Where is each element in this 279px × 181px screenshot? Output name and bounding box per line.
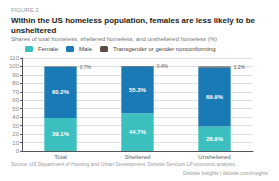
svg-text:70: 70 [12,89,19,95]
svg-text:60.2%: 60.2% [52,89,70,95]
svg-text:20: 20 [12,131,19,137]
svg-text:1.2%: 1.2% [234,64,246,70]
svg-text:100: 100 [9,63,20,69]
svg-text:Total: Total [54,154,67,160]
svg-text:44.7%: 44.7% [129,129,147,135]
svg-text:Male: Male [79,46,93,52]
svg-text:55.3%: 55.3% [129,87,147,93]
svg-text:69.9%: 69.9% [206,94,224,100]
svg-text:60: 60 [12,97,19,103]
svg-text:80: 80 [12,80,19,86]
svg-text:Unsheltered: Unsheltered [198,154,230,160]
svg-text:30: 30 [12,123,19,129]
svg-text:FIGURE 2: FIGURE 2 [11,7,39,13]
svg-text:Within the US homeless populat: Within the US homeless population, femal… [11,16,257,25]
svg-text:0.7%: 0.7% [80,64,92,70]
svg-text:Sheltered: Sheltered [125,154,151,160]
svg-text:50: 50 [12,106,19,112]
svg-text:Deloitte Insights | deloitte.c: Deloitte Insights | deloitte.com/insight… [183,170,268,176]
svg-text:0.4%: 0.4% [157,63,169,69]
svg-text:40: 40 [12,114,19,120]
svg-text:110: 110 [9,55,19,61]
svg-text:unsheltered: unsheltered [11,26,56,35]
svg-text:Source: US Department of Housi: Source: US Department of Housing and Urb… [11,161,236,167]
svg-text:90: 90 [12,72,19,78]
svg-text:Transgender or gender nonconfo: Transgender or gender nonconforming [113,46,216,52]
svg-text:0: 0 [16,148,20,154]
svg-text:Female: Female [38,46,59,52]
svg-text:Shares of total homeless, shel: Shares of total homeless, sheltered home… [11,36,217,42]
svg-text:28.9%: 28.9% [206,136,224,142]
svg-text:10: 10 [12,140,19,146]
svg-text:39.1%: 39.1% [52,131,70,137]
